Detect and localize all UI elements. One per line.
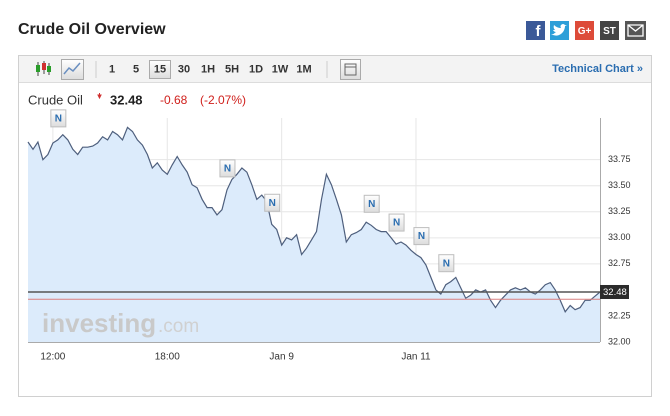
settings-button[interactable] (340, 59, 361, 80)
line-glyph (63, 62, 81, 75)
news-marker[interactable] (219, 159, 236, 178)
line-button[interactable] (61, 59, 84, 80)
last-price-label: 32.48 (603, 287, 627, 298)
gplus-icon[interactable] (575, 21, 594, 40)
last-price-box (600, 284, 629, 299)
interval-button[interactable]: 15 (154, 63, 166, 75)
facebook-icon[interactable] (526, 21, 545, 40)
candle-button[interactable] (36, 61, 51, 76)
interval-button[interactable]: 1W (272, 63, 289, 75)
x-tick-label: 18:00 (155, 352, 180, 363)
y-tick-label: 32.75 (608, 258, 631, 268)
stocktwits-icon[interactable] (600, 21, 619, 40)
y-tick-label: 33.50 (608, 180, 631, 190)
interval-button[interactable]: 30 (178, 63, 190, 75)
interval-button[interactable]: 1H (201, 63, 215, 75)
y-tick-label: 33.25 (608, 206, 631, 216)
technical-chart-link[interactable]: Technical Chart » (552, 63, 643, 75)
watermark-suffix: .com (158, 316, 199, 337)
y-tick-label: 32.00 (608, 336, 631, 346)
interval-button[interactable]: 1 (109, 63, 115, 75)
news-label: N (393, 218, 400, 229)
area (28, 127, 600, 343)
interval-selected[interactable] (149, 60, 171, 79)
watermark-brand: investing (42, 308, 156, 338)
news-label: N (55, 114, 62, 125)
news-marker[interactable] (438, 254, 455, 273)
news-label: N (224, 164, 231, 175)
x-tick-label: Jan 9 (269, 352, 294, 363)
news-marker[interactable] (363, 194, 380, 213)
price: 32.48 (110, 92, 143, 107)
news-label: N (368, 199, 375, 210)
instrument-name: Crude Oil (28, 92, 83, 107)
news-marker[interactable] (388, 213, 405, 232)
change-percent: (-2.07%) (200, 93, 246, 107)
x-tick-label: Jan 11 (401, 352, 431, 363)
toolbar (19, 56, 651, 82)
stocktwits-label: ST (603, 26, 616, 37)
change: -0.68 (160, 93, 188, 107)
interval-button[interactable]: 5H (225, 63, 239, 75)
interval-button[interactable]: 5 (133, 63, 139, 75)
down-marker (97, 93, 102, 100)
facebook-glyph: f (536, 23, 542, 40)
news-label: N (418, 231, 425, 242)
x-tick-label: 12:00 (40, 352, 65, 363)
y-tick-label: 32.25 (608, 310, 631, 320)
twitter-glyph (551, 24, 567, 36)
news-marker[interactable] (264, 193, 281, 212)
interval-button[interactable]: 1M (296, 63, 311, 75)
news-marker[interactable] (50, 109, 67, 128)
y-tick-label: 33.00 (608, 232, 631, 242)
price-line (27, 126, 601, 313)
mail-glyph (627, 24, 644, 37)
news-marker[interactable] (413, 227, 430, 246)
news-label: N (443, 258, 450, 269)
news-label: N (269, 198, 276, 209)
title: Crude Oil Overview (18, 21, 166, 38)
gplus-label: G+ (578, 26, 592, 37)
y-tick-label: 33.75 (608, 154, 631, 164)
settings-glyph (344, 63, 357, 76)
plot: 12:00 18:00 Jan 9 Jan 11 32.00 32.25 32.75 33.0… (27, 109, 631, 363)
interval-button[interactable]: 1D (249, 63, 263, 75)
